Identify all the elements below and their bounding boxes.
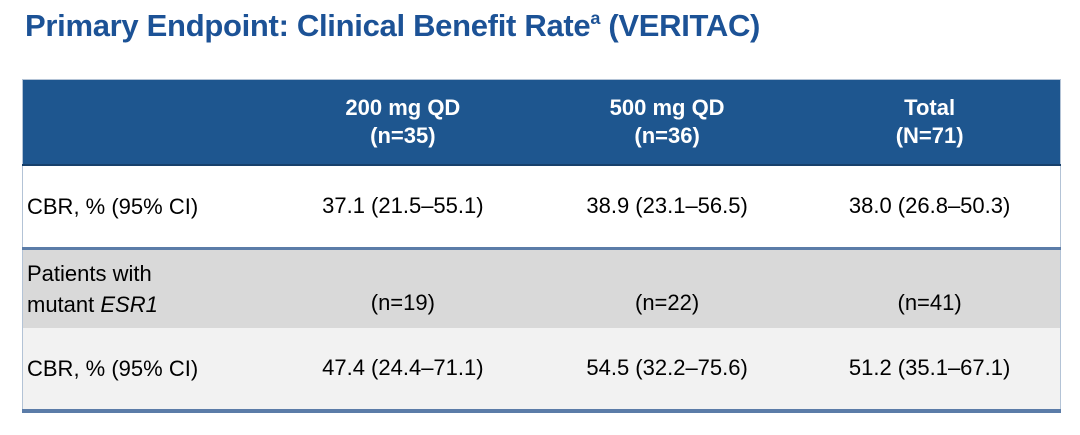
column-header-200mg: 200 mg QD (n=35): [270, 79, 535, 166]
cell-cbr-mutant-200mg: 47.4 (24.4–71.1): [270, 327, 535, 411]
row-label-mutant-prefix: mutant: [27, 291, 101, 317]
title-text: Primary Endpoint: Clinical Benefit Rate: [25, 8, 591, 43]
table-header: 200 mg QD (n=35) 500 mg QD (n=36) Total …: [22, 79, 1061, 166]
cell-cbr-all-total: 38.0 (26.8–50.3): [799, 164, 1061, 250]
table-row-cbr-all-patients: CBR, % (95% CI) 37.1 (21.5–55.1) 38.9 (2…: [22, 164, 1061, 250]
table-row-mutant-esr1: Patients with mutant ESR1 (n=19) (n=22) …: [22, 248, 1061, 328]
row-label-esr1-gene: ESR1: [100, 291, 158, 317]
column-header-200mg-dose: 200 mg QD: [345, 94, 461, 120]
row-label-mutant-line2: mutant ESR1: [27, 289, 271, 320]
column-header-total-n: (N=71): [895, 122, 964, 148]
cell-cbr-mutant-500mg: 54.5 (32.2–75.6): [534, 327, 800, 411]
clinical-benefit-rate-table: 200 mg QD (n=35) 500 mg QD (n=36) Total …: [22, 79, 1061, 413]
row-label-mutant-esr1: Patients with mutant ESR1: [22, 248, 271, 328]
column-header-500mg: 500 mg QD (n=36): [534, 79, 800, 166]
title-study-name: (VERITAC): [600, 8, 761, 43]
row-label-cbr-mutant: CBR, % (95% CI): [22, 327, 271, 411]
cell-cbr-mutant-total: 51.2 (35.1–67.1): [799, 327, 1061, 411]
table-row-cbr-mutant: CBR, % (95% CI) 47.4 (24.4–71.1) 54.5 (3…: [22, 327, 1061, 411]
title-superscript-a: a: [590, 7, 601, 28]
cell-cbr-all-500mg: 38.9 (23.1–56.5): [534, 164, 800, 250]
column-header-500mg-n: (n=36): [634, 122, 700, 148]
cell-mutant-500mg-n: (n=22): [534, 248, 800, 328]
column-header-total-label: Total: [904, 94, 956, 120]
column-header-200mg-n: (n=35): [370, 122, 436, 148]
table-header-row: 200 mg QD (n=35) 500 mg QD (n=36) Total …: [22, 79, 1061, 166]
table-body: CBR, % (95% CI) 37.1 (21.5–55.1) 38.9 (2…: [22, 164, 1061, 411]
row-label-mutant-line1: Patients with: [27, 260, 152, 286]
column-header-500mg-dose: 500 mg QD: [609, 94, 725, 120]
cell-mutant-total-n: (n=41): [799, 248, 1061, 328]
row-label-cbr-all: CBR, % (95% CI): [22, 164, 271, 250]
column-header-empty: [22, 79, 271, 166]
column-header-total: Total (N=71): [799, 79, 1061, 166]
cell-cbr-all-200mg: 37.1 (21.5–55.1): [270, 164, 535, 250]
page-title: Primary Endpoint: Clinical Benefit Ratea…: [25, 6, 1080, 46]
cell-mutant-200mg-n: (n=19): [270, 248, 535, 328]
